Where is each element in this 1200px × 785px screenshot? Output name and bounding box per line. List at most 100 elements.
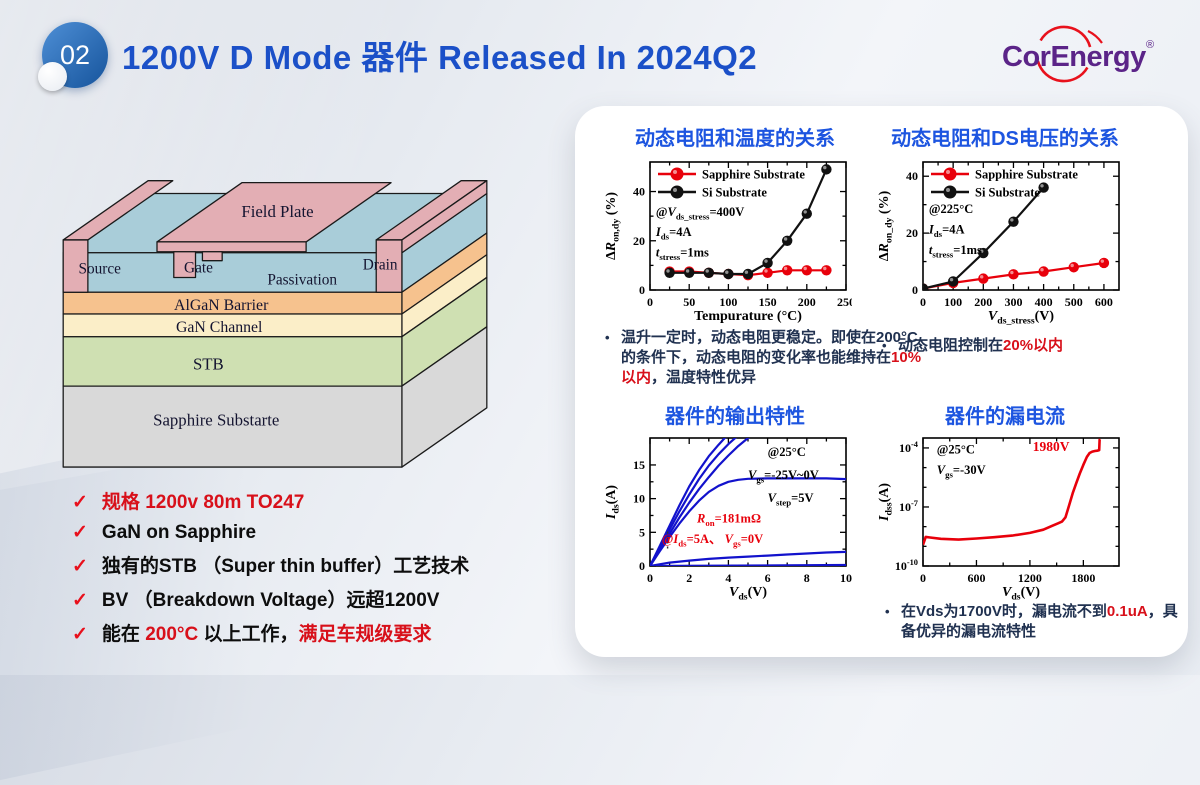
check-icon: ✓ [72, 522, 88, 543]
badge-decorative-dot [38, 62, 67, 91]
svg-text:200: 200 [974, 295, 992, 309]
svg-text:1200: 1200 [1018, 571, 1042, 585]
chart-title-temperature: 动态电阻和温度的关系 [635, 128, 835, 150]
source-label: Source [78, 261, 121, 278]
svg-text:600: 600 [967, 571, 985, 585]
note-temperature: • 温升一定时，动态电阻更稳定。即使在200°C 的条件下，动态电阻的变化率也能维… [601, 328, 933, 387]
svg-text:Vgs=-30V: Vgs=-30V [937, 463, 986, 480]
stb-label: STB [193, 354, 224, 373]
svg-text:400: 400 [1035, 295, 1053, 309]
bullet-icon: • [605, 330, 610, 345]
checklist-item: ✓ 能在 200°C 以上工作，满足车规级要求 [72, 619, 469, 646]
svg-text:Vds(V): Vds(V) [729, 585, 767, 602]
svg-text:Si Substrate: Si Substrate [975, 186, 1040, 200]
checklist-item-text: 能在 200°C 以上工作，满足车规级要求 [101, 624, 432, 645]
svg-text:0: 0 [920, 295, 926, 309]
check-icon: ✓ [72, 590, 88, 611]
feature-checklist: ✓ 规格 1200v 80m TO247 ✓ GaN on Sapphire ✓ 独有… [72, 487, 469, 653]
svg-text:Si Substrate: Si Substrate [702, 186, 767, 200]
svg-text:Sapphire Substrate: Sapphire Substrate [702, 168, 805, 182]
svg-text:Ids=4A: Ids=4A [655, 225, 692, 242]
svg-text:300: 300 [1004, 295, 1022, 309]
check-icon: ✓ [72, 556, 88, 577]
svg-text:Idss(A): Idss(A) [877, 483, 895, 522]
corenergy-logo-graphic: CorEnergy ® [1002, 25, 1154, 83]
svg-text:Vds(V): Vds(V) [1002, 585, 1040, 602]
svg-text:50: 50 [683, 295, 695, 309]
gate-electrode [173, 251, 197, 279]
note-text: 在Vds为1700V时，漏电流不到0.1uA，具备优异的漏电流特性 [901, 603, 1178, 640]
svg-text:10-7: 10-7 [899, 499, 918, 514]
bullet-icon: • [885, 604, 890, 619]
svg-text:100: 100 [719, 295, 737, 309]
svg-text:250: 250 [837, 295, 852, 309]
svg-text:@Vds_stress=400V: @Vds_stress=400V [656, 205, 744, 222]
svg-text:tstress=1ms: tstress=1ms [656, 246, 709, 263]
svg-text:Sapphire Substrate: Sapphire Substrate [975, 168, 1078, 182]
gan-label: GaN Channel [176, 319, 263, 336]
note-leakage: • 在Vds为1700V时，漏电流不到0.1uA，具备优异的漏电流特性 [881, 602, 1186, 642]
svg-text:@Ids=5A、 Vgs=0V: @Ids=5A、 Vgs=0V [662, 532, 763, 549]
svg-text:600: 600 [1095, 295, 1113, 309]
svg-text:0: 0 [647, 571, 653, 585]
checklist-item: ✓ 独有的STB （Super thin buffer）工艺技术 [72, 551, 469, 578]
svg-text:@25°C: @25°C [937, 442, 975, 456]
chart-leakage-current: 0 600 1200 1800 10-4 10-7 10-10 Vds(V) Idss(A) @2… [877, 437, 1120, 602]
field-plate-front [156, 241, 307, 253]
logo-wordmark: CorEnergy [1002, 41, 1146, 73]
svg-text:Ids=4A: Ids=4A [928, 223, 965, 240]
svg-text:10-4: 10-4 [899, 440, 919, 455]
svg-text:40: 40 [906, 169, 918, 183]
svg-text:4: 4 [725, 571, 731, 585]
gate-field-step [201, 251, 223, 262]
check-icon: ✓ [72, 492, 88, 513]
results-panel: 动态电阻和温度的关系 动态电阻和DS电压的关系 0 50 100 150 200 250 0… [575, 106, 1188, 657]
svg-text:8: 8 [804, 571, 810, 585]
svg-text:@225°C: @225°C [929, 202, 973, 216]
checklist-item-text: GaN on Sapphire [101, 522, 257, 543]
svg-text:0: 0 [912, 283, 918, 297]
svg-text:Vstep=5V: Vstep=5V [768, 491, 814, 508]
drain-electrode-front [375, 239, 403, 293]
section-number: 02 [59, 39, 91, 70]
svg-text:200: 200 [798, 295, 816, 309]
algan-label: AlGaN Barrier [174, 297, 269, 314]
passivation-label: Passivation [267, 271, 337, 288]
svg-text:10-10: 10-10 [895, 558, 918, 573]
svg-text:6: 6 [765, 571, 771, 585]
svg-text:20: 20 [633, 234, 645, 248]
registered-mark: ® [1146, 39, 1154, 51]
svg-text:0: 0 [639, 559, 645, 573]
chart-dynamic-resistance-vs-vds-stress: 0 100 200 300 400 500 600 0 20 40 Vds_stress(V) ΔRo… [877, 161, 1120, 326]
source-electrode-front [62, 239, 89, 293]
svg-text:ΔRon,dy (%): ΔRon,dy (%) [604, 192, 622, 260]
logo-arc-bottom [1036, 60, 1089, 83]
svg-text:10: 10 [840, 571, 852, 585]
svg-text:1800: 1800 [1071, 571, 1095, 585]
svg-text:ΔRon_dy (%): ΔRon_dy (%) [877, 190, 895, 261]
check-icon: ✓ [72, 624, 88, 645]
svg-text:0: 0 [639, 283, 645, 297]
stb-front [62, 336, 403, 387]
chart-title-ds-voltage: 动态电阻和DS电压的关系 [891, 128, 1119, 150]
gate-label: Gate [184, 260, 213, 277]
chart-title-leakage: 器件的漏电流 [945, 406, 1065, 428]
field-plate-label: Field Plate [241, 202, 313, 221]
checklist-item-text: BV （Breakdown Voltage）远超1200V [101, 590, 440, 611]
checklist-item: ✓ GaN on Sapphire [72, 521, 469, 544]
substrate-label: Sapphire Substarte [153, 411, 279, 430]
checklist-item: ✓ BV （Breakdown Voltage）远超1200V [72, 585, 469, 612]
svg-text:40: 40 [633, 185, 645, 199]
drain-label: Drain [363, 257, 398, 274]
note-text: 温升一定时，动态电阻更稳定。即使在200°C 的条件下，动态电阻的变化率也能维持… [621, 329, 922, 386]
note-ds-voltage: • 动态电阻控制在20%以内 [878, 336, 1183, 356]
svg-text:Vds_stress(V): Vds_stress(V) [988, 309, 1055, 326]
svg-text:Vgs=-25V~0V: Vgs=-25V~0V [748, 468, 819, 485]
svg-text:0: 0 [920, 571, 926, 585]
substrate-front [62, 385, 403, 468]
checklist-item: ✓ 规格 1200v 80m TO247 [72, 487, 469, 514]
svg-text:150: 150 [759, 295, 777, 309]
svg-text:100: 100 [944, 295, 962, 309]
svg-text:Ids(A): Ids(A) [604, 485, 622, 520]
